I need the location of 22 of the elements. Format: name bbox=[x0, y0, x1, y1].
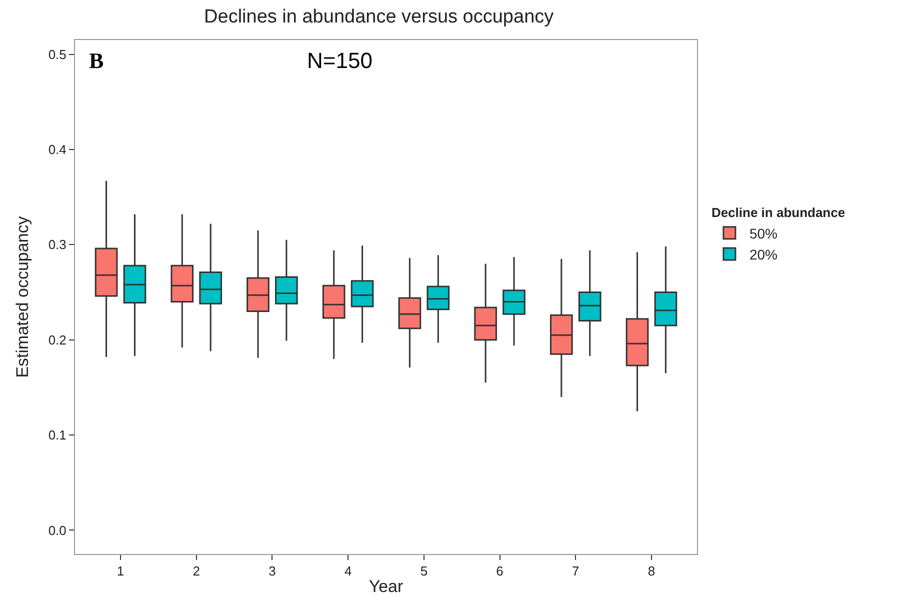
y-axis-title: Estimated occupancy bbox=[12, 216, 32, 378]
x-tick-label: 5 bbox=[420, 564, 428, 579]
y-tick-label: 0.3 bbox=[48, 237, 66, 252]
y-tick-label: 0.0 bbox=[48, 522, 66, 538]
annotation: N=150 bbox=[307, 48, 372, 73]
y-tick-label: 0.4 bbox=[48, 142, 66, 158]
x-tick-label: 6 bbox=[496, 564, 504, 579]
annotation: B bbox=[89, 48, 104, 73]
legend-label: 50% bbox=[749, 225, 778, 242]
y-tick-label: 0.5 bbox=[48, 46, 66, 62]
x-tick-label: 8 bbox=[648, 564, 656, 579]
x-axis-title: Year bbox=[368, 577, 404, 596]
y-tick-label: 0.1 bbox=[48, 428, 66, 443]
chart-title: Declines in abundance versus occupancy bbox=[204, 6, 554, 28]
legend-label: 20% bbox=[749, 246, 778, 262]
x-tick-label: 4 bbox=[344, 564, 352, 579]
y-tick-label: 0.2 bbox=[48, 332, 66, 348]
x-tick-label: 3 bbox=[268, 564, 276, 579]
x-tick-label: 1 bbox=[116, 564, 124, 579]
x-tick-label: 7 bbox=[572, 564, 580, 579]
legend-title: Decline in abundance bbox=[711, 205, 846, 220]
x-tick-label: 2 bbox=[192, 564, 200, 579]
